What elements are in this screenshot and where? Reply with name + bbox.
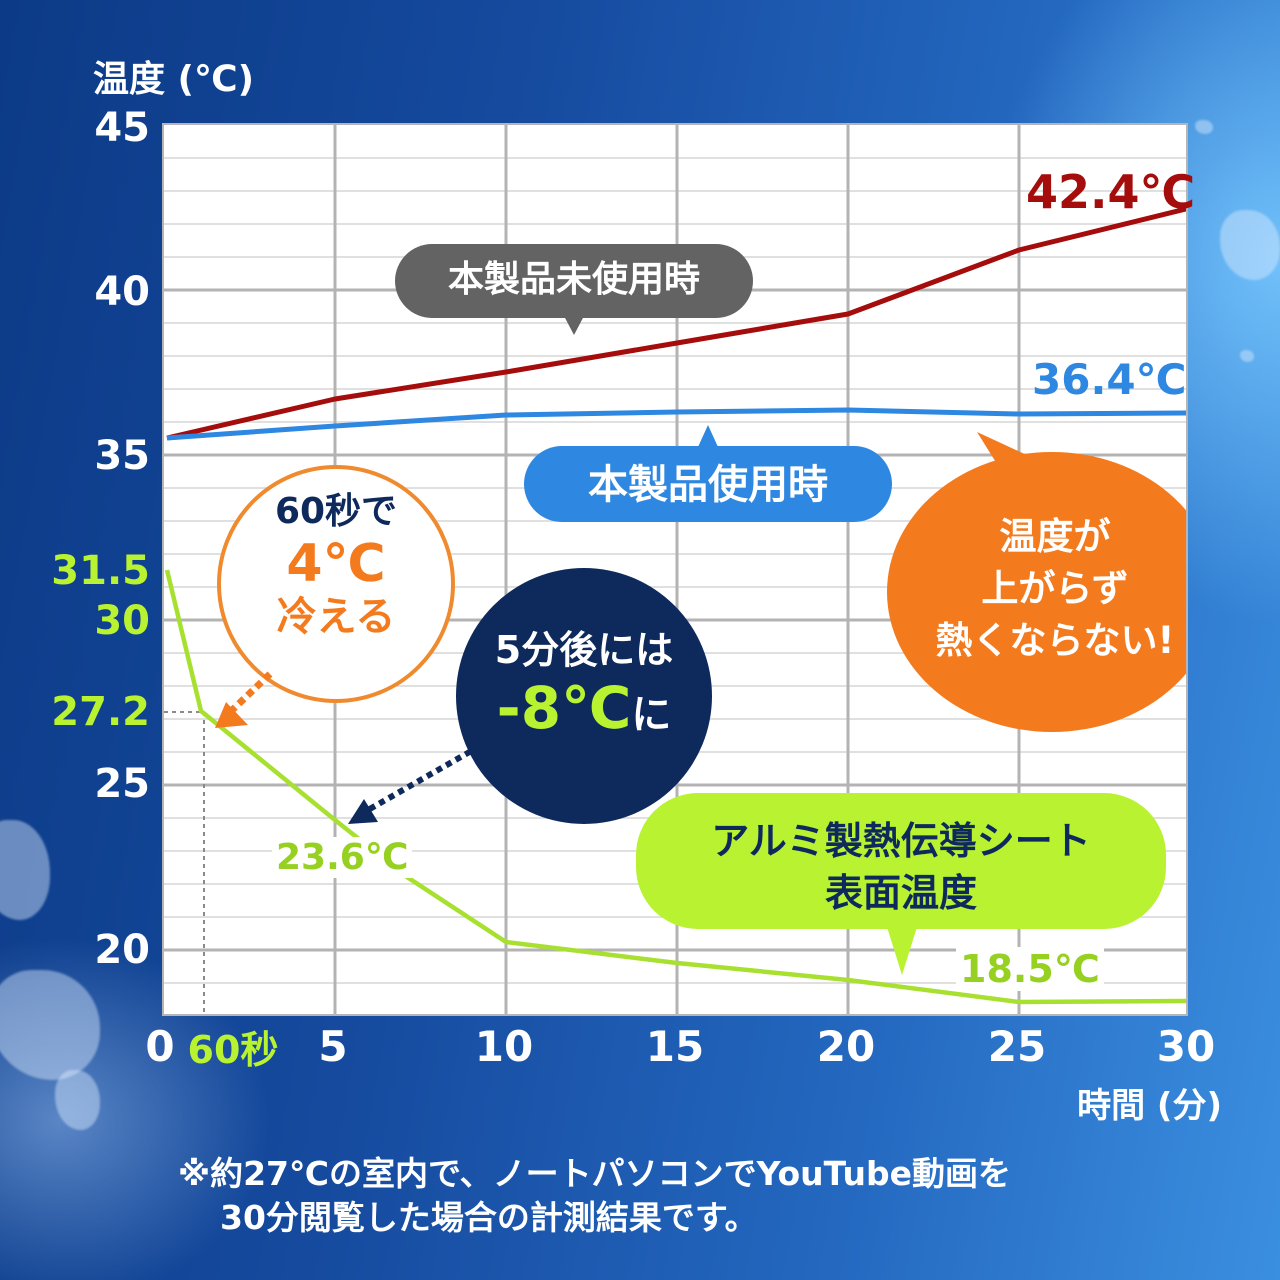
label-not-used: 本製品未使用時 [447, 259, 700, 300]
ice-decoration [1195, 120, 1213, 134]
x-axis-title: 時間 (分) [1077, 1086, 1222, 1126]
callout-sixty-sec-line3: 冷える [276, 594, 396, 640]
x-tick-10: 10 [474, 1022, 534, 1071]
chart-plot-area: 42.4℃ 36.4℃ 23.6℃ 18.5℃ 本製品未使用時 本製品使用時 6… [162, 123, 1195, 1016]
bubble-not-used [395, 244, 753, 335]
label-green-5min: 23.6℃ [272, 837, 413, 878]
label-sheet-line2: 表面温度 [824, 871, 977, 915]
y-tick-30: 30 [94, 598, 150, 644]
callout-five-min-circle [456, 568, 712, 824]
callout-five-min-line1: 5分後には [494, 628, 674, 672]
callout-no-heat-bubble [887, 432, 1186, 732]
callout-five-min-text: 5分後には -8℃に [456, 625, 712, 756]
x-tick-15: 15 [645, 1022, 705, 1071]
y-tick-35: 35 [94, 433, 150, 479]
ice-decoration [0, 970, 100, 1080]
sixty-second-guide [164, 711, 205, 1014]
callout-no-heat-line3: 熱くならない! [935, 619, 1175, 662]
series-line-sheet [164, 569, 1186, 1005]
end-label-green: 18.5℃ [956, 947, 1104, 991]
ice-decoration [55, 1070, 100, 1130]
y-axis-title: 温度 (℃) [93, 59, 255, 100]
end-label-red: 42.4℃ [1026, 165, 1196, 219]
callout-no-heat-line2: 上がらず [981, 567, 1129, 610]
callout-five-min-value: -8℃ [496, 674, 632, 742]
x-tick-25: 25 [987, 1022, 1047, 1071]
x-tick-20: 20 [816, 1022, 876, 1071]
callout-sixty-sec-text: 60秒で 4℃ 冷える [219, 489, 453, 641]
x-tick-5: 5 [318, 1022, 348, 1071]
arrowhead-sixty-sec [215, 702, 248, 728]
arrowhead-five-min [348, 799, 378, 824]
label-sheet-line1: アルミ製熱伝導シート [711, 819, 1091, 863]
callout-sixty-sec-line1: 60秒で [274, 491, 398, 532]
ice-decoration [0, 820, 50, 920]
callout-five-min-suffix: に [631, 692, 672, 738]
y-tick-20: 20 [94, 927, 150, 973]
y-tick-31-5: 31.5 [51, 548, 150, 594]
x-tick-60sec: 60秒 [187, 1028, 279, 1072]
y-tick-27-2: 27.2 [51, 689, 150, 735]
series-line-not-used [166, 206, 1186, 441]
label-sheet: アルミ製熱伝導シート 表面温度 [636, 815, 1166, 919]
callout-sixty-sec-value: 4℃ [286, 534, 386, 594]
callout-sixty-sec-circle [217, 465, 455, 703]
ice-decoration [1220, 210, 1280, 280]
callout-five-min-line2: -8℃に [456, 675, 712, 756]
x-tick-30: 30 [1156, 1022, 1216, 1071]
series-line-used [166, 407, 1186, 441]
footnote: ※約27℃の室内で、ノートパソコンでYouTube動画を 30分閲覧した場合の計… [178, 1152, 1011, 1240]
y-tick-45: 45 [94, 105, 150, 151]
footnote-line2: 30分閲覧した場合の計測結果です。 [220, 1198, 758, 1237]
callout-no-heat-line1: 温度が [999, 515, 1111, 558]
end-label-blue: 36.4℃ [1032, 355, 1187, 404]
bubble-sheet [636, 793, 1166, 975]
arrow-sixty-sec [225, 671, 273, 717]
bubble-used [524, 425, 892, 522]
label-used: 本製品使用時 [588, 462, 828, 508]
ice-decoration [1240, 350, 1254, 362]
y-tick-25: 25 [94, 761, 150, 807]
y-tick-40: 40 [94, 269, 150, 315]
x-tick-0: 0 [145, 1022, 175, 1071]
callout-no-heat-text: 温度が 上がらず 熱くならない! [890, 511, 1220, 667]
footnote-line1: ※約27℃の室内で、ノートパソコンでYouTube動画を [178, 1154, 1012, 1193]
